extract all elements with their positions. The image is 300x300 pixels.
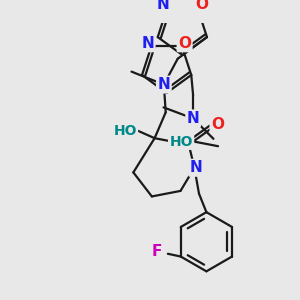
Text: F: F xyxy=(152,244,162,260)
Text: N: N xyxy=(187,111,200,126)
Text: N: N xyxy=(190,160,203,175)
Text: HO: HO xyxy=(113,124,137,138)
Text: N: N xyxy=(141,36,154,51)
Text: O: O xyxy=(195,0,208,12)
Text: O: O xyxy=(178,36,191,51)
Text: HO: HO xyxy=(169,135,193,148)
Text: N: N xyxy=(156,0,169,12)
Text: O: O xyxy=(211,117,224,132)
Text: N: N xyxy=(158,77,170,92)
